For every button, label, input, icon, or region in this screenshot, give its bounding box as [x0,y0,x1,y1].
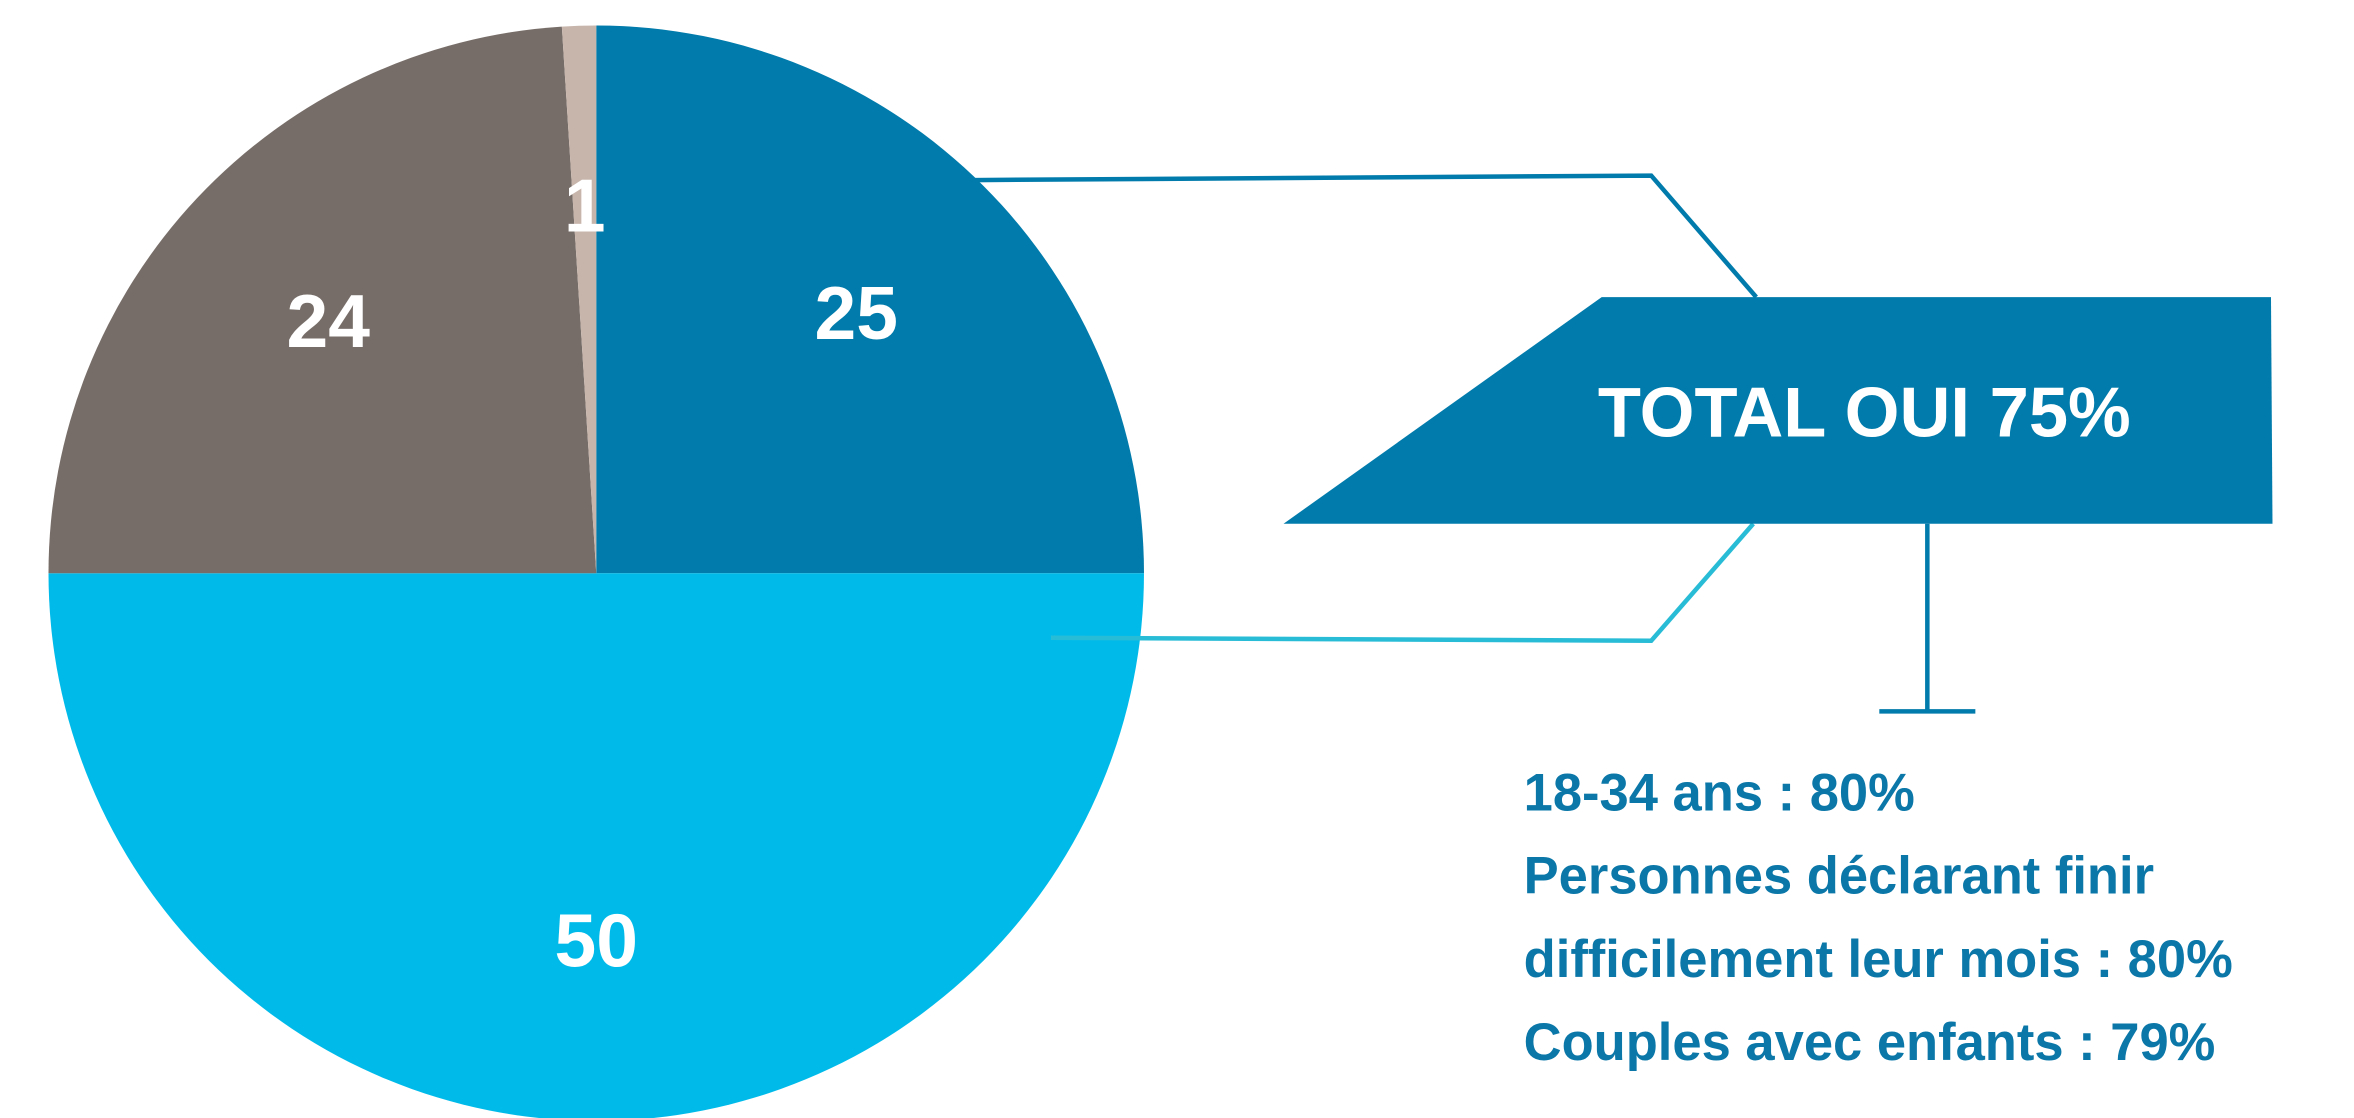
detail-line: 18-34 ans : 80% [1524,763,1915,822]
pie-slice [561,25,597,574]
pie-slice [48,26,597,574]
connector [972,173,1758,299]
data-label: 24 [286,279,370,363]
detail-line: difficilement leur mois : 80% [1524,930,2233,989]
connector [1050,522,1755,644]
data-label: 50 [555,898,638,982]
detail-line: Personnes déclarant finir [1524,847,2154,906]
callout-text: TOTAL OUI 75% [1598,373,2131,452]
pie: 25 50 24 1 [48,25,1144,1118]
pie-slice [596,25,1144,574]
data-label: 25 [814,271,897,355]
detail-line: Couples avec enfants : 79% [1524,1013,2216,1072]
callout-box [1283,297,2273,524]
details: 18-34 ans : 80% Personnes déclarant finir… [1524,763,2233,1072]
data-label: 1 [564,163,606,247]
pie-slice [48,573,1144,1118]
